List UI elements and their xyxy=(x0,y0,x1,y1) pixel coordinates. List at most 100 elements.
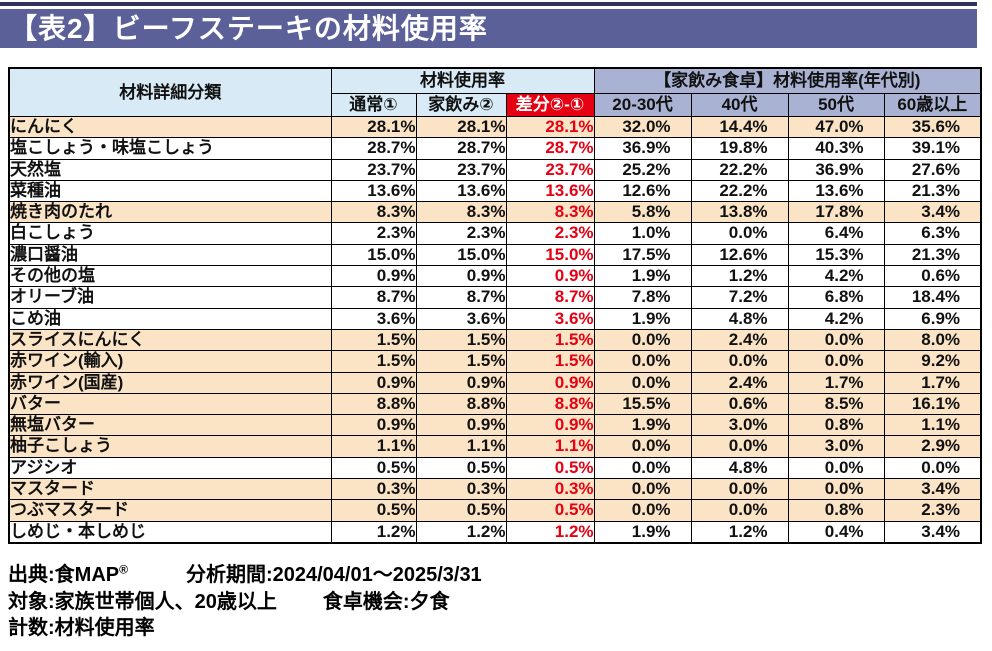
value-cell: 0.3% xyxy=(415,478,507,501)
ingredient-name-cell: 菜種油 xyxy=(8,179,332,203)
value-cell: 0.9% xyxy=(415,265,507,288)
value-cell: 3.0% xyxy=(787,435,885,458)
table-row: 濃口醤油 15.0% 15.0% 15.0% 17.5% 12.6% 15.3% 21.3% xyxy=(8,243,982,267)
table-row: 天然塩 23.7% 23.7% 23.7% 25.2% 22.2% 36.9% 27.6% xyxy=(8,158,982,181)
ingredient-name-cell: つぶマスタード xyxy=(8,499,332,522)
value-cell: 8.5% xyxy=(787,392,885,416)
value-cell: 0.3% xyxy=(330,478,417,501)
table-row: 塩こしょう・味塩こしょう 28.7% 28.7% 28.7% 36.9% 19.8% 40.… xyxy=(8,137,982,160)
value-cell: 23.7% xyxy=(505,158,595,181)
table-row: マスタード 0.3% 0.3% 0.3% 0.0% 0.0% 0.0% 3.4% xyxy=(8,478,982,501)
value-cell: 4.8% xyxy=(690,456,789,480)
value-cell: 0.5% xyxy=(330,456,417,480)
value-cell: 28.1% xyxy=(330,115,417,139)
value-cell: 0.0% xyxy=(593,499,692,522)
value-cell: 8.8% xyxy=(505,392,595,416)
analysis-period: 分析期間:2024/04/01〜2025/3/31 xyxy=(185,564,482,586)
ingredient-name-cell: しめじ・本しめじ xyxy=(8,520,332,544)
page-title: 【表2】ビーフステーキの材料使用率 xyxy=(0,9,977,48)
value-cell: 36.9% xyxy=(593,137,692,160)
table-row: 赤ワイン(国産) 0.9% 0.9% 0.9% 0.0% 2.4% 1.7% 1.7% xyxy=(8,371,982,394)
value-cell: 2.4% xyxy=(690,371,789,394)
value-cell: 12.6% xyxy=(593,179,692,203)
note-line-source-period: 出典:食MAP® 分析期間:2024/04/01〜2025/3/31 xyxy=(8,562,984,589)
table-row: オリーブ油 8.7% 8.7% 8.7% 7.8% 7.2% 6.8% 18.4% xyxy=(8,286,982,309)
value-cell: 28.7% xyxy=(505,137,595,160)
table-row: アジシオ 0.5% 0.5% 0.5% 0.0% 4.8% 0.0% 0.0% xyxy=(8,456,982,480)
value-cell: 1.5% xyxy=(505,350,595,373)
value-cell: 8.3% xyxy=(415,201,507,224)
value-cell: 6.3% xyxy=(883,222,982,245)
table-row: 柚子こしょう 1.1% 1.1% 1.1% 0.0% 0.0% 3.0% 2.9% xyxy=(8,435,982,458)
table-row: にんにく 28.1% 28.1% 28.1% 32.0% 14.4% 47.0% 35.6% xyxy=(8,115,982,139)
ingredient-usage-table: 材料詳細分類 材料使用率 【家飲み食卓】材料使用率(年代別) 通常① 家飲み② … xyxy=(8,67,983,544)
ingredient-name-cell: 無塩バター xyxy=(8,414,332,437)
value-cell: 19.8% xyxy=(690,137,789,160)
table-header: 材料詳細分類 材料使用率 【家飲み食卓】材料使用率(年代別) 通常① 家飲み② … xyxy=(8,67,982,117)
value-cell: 25.2% xyxy=(593,158,692,181)
value-cell: 36.9% xyxy=(787,158,885,181)
value-cell: 2.3% xyxy=(883,499,982,522)
value-cell: 6.8% xyxy=(787,286,885,309)
value-cell: 27.6% xyxy=(883,158,982,181)
value-cell: 3.0% xyxy=(690,414,789,437)
note-line-target-occasion: 対象:家族世帯個人、20歳以上 食卓機会:夕食 xyxy=(8,589,984,616)
registered-mark: ® xyxy=(119,562,128,577)
value-cell: 12.6% xyxy=(690,243,789,267)
value-cell: 0.8% xyxy=(787,414,885,437)
value-cell: 15.0% xyxy=(330,243,417,267)
value-cell: 15.3% xyxy=(787,243,885,267)
table-row: 焼き肉のたれ 8.3% 8.3% 8.3% 5.8% 13.8% 17.8% 3.4% xyxy=(8,201,982,224)
value-cell: 1.5% xyxy=(415,328,507,352)
value-cell: 2.4% xyxy=(690,328,789,352)
ingredient-name-cell: マスタード xyxy=(8,478,332,501)
value-cell: 2.3% xyxy=(505,222,595,245)
value-cell: 4.8% xyxy=(690,307,789,330)
value-cell: 8.7% xyxy=(415,286,507,309)
occasion-label: 食卓機会:夕食 xyxy=(322,590,450,613)
value-cell: 8.7% xyxy=(505,286,595,309)
value-cell: 13.6% xyxy=(415,179,507,203)
value-cell: 0.6% xyxy=(690,392,789,416)
value-cell: 0.0% xyxy=(690,435,789,458)
value-cell: 0.5% xyxy=(505,499,595,522)
value-cell: 3.6% xyxy=(415,307,507,330)
ingredient-name-cell: 赤ワイン(輸入) xyxy=(8,350,332,373)
value-cell: 3.6% xyxy=(330,307,417,330)
value-cell: 39.1% xyxy=(883,137,982,160)
value-cell: 1.2% xyxy=(505,520,595,544)
value-cell: 13.6% xyxy=(505,179,595,203)
ingredient-name-cell: 濃口醤油 xyxy=(8,243,332,267)
value-cell: 0.0% xyxy=(593,456,692,480)
value-cell: 0.0% xyxy=(593,328,692,352)
value-cell: 0.0% xyxy=(787,456,885,480)
column-header-diff: 差分②-① xyxy=(505,93,595,117)
value-cell: 23.7% xyxy=(330,158,417,181)
column-header-normal: 通常① xyxy=(330,93,417,117)
ingredient-name-cell: スライスにんにく xyxy=(8,328,332,352)
value-cell: 9.2% xyxy=(883,350,982,373)
value-cell: 0.0% xyxy=(690,350,789,373)
value-cell: 28.7% xyxy=(330,137,417,160)
column-header-age-20-30: 20-30代 xyxy=(593,93,692,117)
value-cell: 3.4% xyxy=(883,520,982,544)
value-cell: 32.0% xyxy=(593,115,692,139)
table-row: つぶマスタード 0.5% 0.5% 0.5% 0.0% 0.0% 0.8% 2.3% xyxy=(8,499,982,522)
value-cell: 21.3% xyxy=(883,179,982,203)
ingredient-name-cell: 赤ワイン(国産) xyxy=(8,371,332,394)
value-cell: 0.9% xyxy=(330,414,417,437)
ingredient-name-cell: 柚子こしょう xyxy=(8,435,332,458)
value-cell: 0.9% xyxy=(505,265,595,288)
value-cell: 1.2% xyxy=(415,520,507,544)
value-cell: 0.0% xyxy=(690,499,789,522)
table-row: しめじ・本しめじ 1.2% 1.2% 1.2% 1.9% 1.2% 0.4% 3.4% xyxy=(8,520,982,544)
value-cell: 0.8% xyxy=(787,499,885,522)
value-cell: 0.9% xyxy=(415,371,507,394)
value-cell: 0.5% xyxy=(330,499,417,522)
value-cell: 0.9% xyxy=(505,414,595,437)
value-cell: 1.7% xyxy=(787,371,885,394)
table-row: 菜種油 13.6% 13.6% 13.6% 12.6% 22.2% 13.6% 21.3% xyxy=(8,179,982,203)
value-cell: 0.5% xyxy=(505,456,595,480)
value-cell: 0.3% xyxy=(505,478,595,501)
value-cell: 0.5% xyxy=(415,499,507,522)
